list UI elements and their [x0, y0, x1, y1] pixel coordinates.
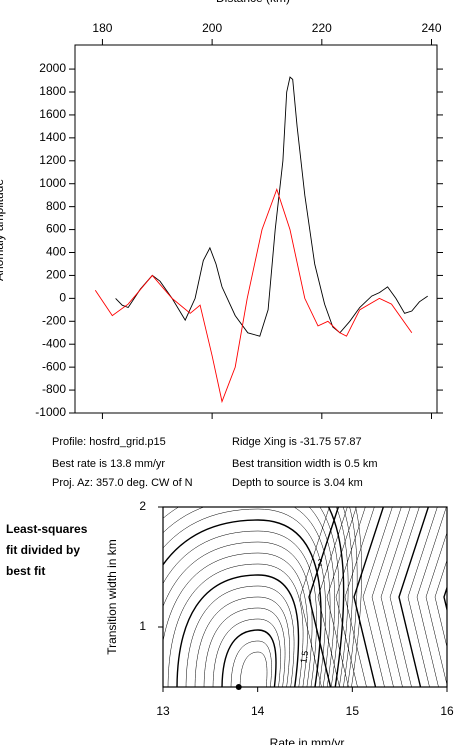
contour-line	[342, 507, 353, 687]
x-tick-label: 180	[92, 21, 112, 35]
contour-line	[362, 507, 393, 687]
contour-line	[185, 585, 295, 687]
contour-line	[163, 552, 308, 687]
contour-line	[398, 507, 430, 687]
contour-line	[212, 618, 281, 687]
contour-line	[163, 508, 326, 687]
contour-line	[308, 507, 340, 687]
y-tick-label: 0	[59, 291, 66, 305]
x-tick-label: 16	[440, 704, 454, 718]
contour-line	[163, 507, 331, 687]
y-tick-label: 1400	[39, 130, 66, 144]
contour-line	[221, 629, 277, 687]
contour-lines	[163, 505, 467, 689]
y-tick-label: -1000	[35, 405, 66, 419]
contour-line	[203, 607, 286, 687]
y-tick-label: 600	[46, 222, 66, 236]
x-tick-label: 13	[156, 704, 170, 718]
x-tick-label: 200	[202, 21, 222, 35]
x-tick-label: 240	[421, 21, 441, 35]
y-tick-label: 1800	[39, 84, 66, 98]
contour-line	[327, 507, 345, 687]
contour-line	[347, 507, 358, 687]
x-axis-label: Distance (km)	[216, 0, 290, 5]
contour-line	[353, 507, 385, 687]
plot-frame	[74, 44, 438, 414]
y-tick-label: -400	[42, 336, 66, 350]
contour-line	[163, 530, 317, 687]
y-axis-label: Anomaly amplitude	[0, 179, 6, 281]
x-tick-label: 14	[251, 704, 265, 718]
annotation: Ridge Xing is -31.75 57.87	[232, 436, 362, 448]
contour-line	[425, 531, 447, 686]
y-tick-label: 2	[139, 499, 146, 513]
contour-line	[239, 651, 268, 687]
y-tick-label: 1000	[39, 176, 66, 190]
contour-line	[163, 519, 322, 687]
contour-line	[335, 507, 349, 687]
annotation: Best rate is 13.8 mm/yr	[52, 458, 165, 470]
contour-line	[163, 541, 313, 687]
annotation: Best transition width is 0.5 km	[232, 458, 378, 470]
panel-title: fit divided by	[6, 543, 80, 557]
contour-line	[194, 596, 290, 687]
contour-line	[230, 640, 272, 687]
contour-line	[317, 507, 348, 687]
annotation: Depth to source is 3.04 km	[232, 477, 363, 489]
contour-line	[335, 507, 366, 687]
annotation: Profile: hosfrd_grid.p15	[52, 436, 166, 448]
contour-line	[407, 507, 438, 687]
contour-line	[344, 507, 375, 687]
best-fit-point	[235, 684, 242, 690]
data-line	[115, 76, 428, 337]
y-tick-label: 200	[46, 268, 66, 282]
contour-line	[371, 507, 402, 687]
contour-line	[299, 507, 330, 687]
y-tick-label: -600	[42, 359, 66, 373]
contour-line	[326, 507, 357, 687]
contour-line	[163, 507, 335, 687]
plot-frame	[162, 506, 448, 688]
panel-title: Least-squares	[6, 522, 88, 536]
y-tick-label: 400	[46, 245, 66, 259]
contour-line	[453, 505, 467, 689]
contour-line	[319, 507, 340, 687]
annotation: Proj. Az: 357.0 deg. CW of N	[52, 477, 193, 489]
x-tick-label: 220	[312, 21, 332, 35]
data-line	[94, 188, 413, 404]
contour-line	[351, 507, 362, 687]
y-tick-label: 1	[139, 619, 146, 633]
y-tick-label: 800	[46, 199, 66, 213]
contour-label: 1.5	[298, 650, 310, 664]
contour-line	[167, 563, 304, 687]
contour-line	[380, 507, 411, 687]
y-tick-label: 1600	[39, 107, 66, 121]
contour-label: 2	[317, 557, 322, 567]
x-axis-label: Rate in mm/yr	[270, 736, 345, 745]
contour-line	[416, 507, 447, 687]
y-tick-label: -800	[42, 382, 66, 396]
y-axis-label: Transition width in km	[105, 539, 119, 655]
y-tick-label: 1200	[39, 153, 66, 167]
y-tick-label: -200	[42, 313, 66, 327]
panel-title: best fit	[6, 564, 45, 578]
y-tick-label: 2000	[39, 61, 66, 75]
contour-line	[443, 585, 447, 613]
contour-line	[434, 559, 447, 649]
contour-line	[176, 574, 300, 687]
x-tick-label: 15	[346, 704, 360, 718]
contour-line	[389, 507, 420, 687]
